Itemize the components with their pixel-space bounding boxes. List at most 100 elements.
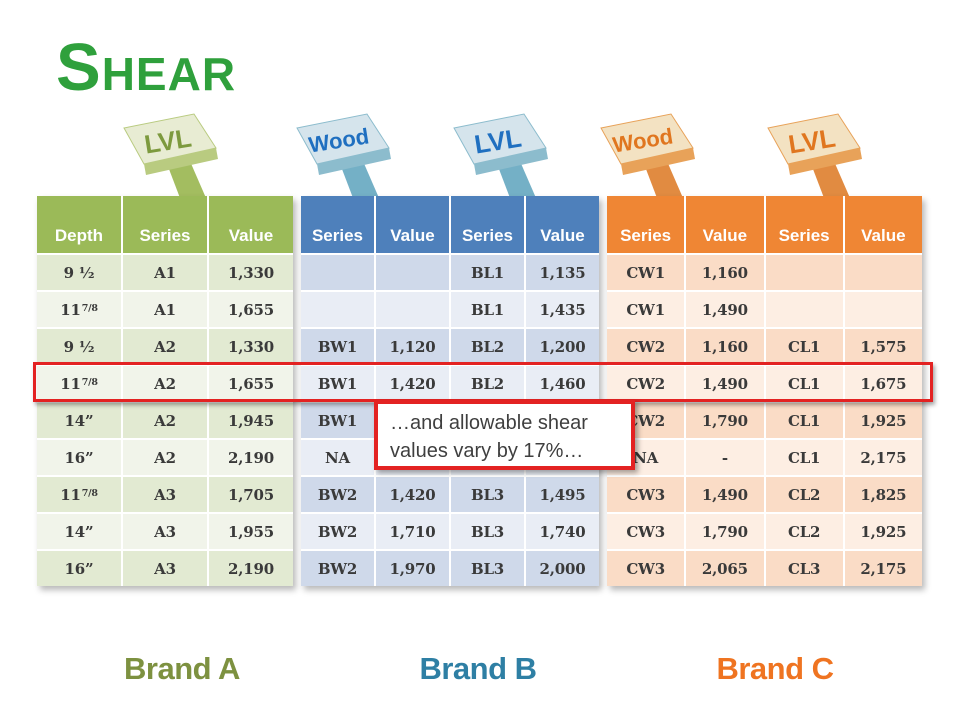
cell-series: CL2 bbox=[765, 477, 843, 512]
cell-value: 2,190 bbox=[209, 551, 293, 586]
col-header-series: Series bbox=[607, 196, 685, 253]
col-header-series: Series bbox=[451, 196, 524, 253]
cell-value: 1,330 bbox=[209, 329, 293, 364]
joist-image-wood-blue: Wood bbox=[291, 110, 401, 198]
cell-series: A3 bbox=[123, 514, 207, 549]
cell-series: CL1 bbox=[765, 403, 843, 438]
cell-value: 2,065 bbox=[686, 551, 764, 586]
cell-series: BL2 bbox=[451, 329, 524, 364]
ijoist-icon: LVL bbox=[767, 113, 862, 198]
callout-box: …and allowable shear values vary by 17%… bbox=[374, 400, 635, 470]
col-header-value: Value bbox=[526, 196, 599, 253]
brand-b-label: Brand B bbox=[419, 651, 537, 686]
cell-series: CL2 bbox=[765, 514, 843, 549]
ijoist-icon: Wood bbox=[600, 113, 695, 198]
cell-value: 1,790 bbox=[686, 403, 764, 438]
joist-image-lvl-blue: LVL bbox=[448, 110, 558, 198]
cell-depth: 11 7/8 bbox=[37, 366, 121, 401]
depth-main: 9 ½ bbox=[63, 263, 95, 282]
cell-value: 1,970 bbox=[376, 551, 449, 586]
cell-value: 1,825 bbox=[844, 477, 922, 512]
brand-a-label: Brand A bbox=[124, 651, 240, 686]
cell-value: 2,175 bbox=[844, 440, 922, 475]
cell-series: A1 bbox=[123, 292, 207, 327]
cell-value: 1,420 bbox=[376, 366, 449, 401]
cell-value: 1,490 bbox=[686, 366, 764, 401]
col-header-value: Value bbox=[844, 196, 922, 253]
ijoist-icon: LVL bbox=[453, 113, 548, 198]
callout-text-line2: values vary by 17%… bbox=[390, 440, 584, 462]
depth-main: 14” bbox=[64, 411, 94, 430]
cell-series: A3 bbox=[123, 477, 207, 512]
cell-value: 1,490 bbox=[686, 292, 764, 327]
cell-value: 1,945 bbox=[209, 403, 293, 438]
cell-series: BW1 bbox=[301, 403, 374, 438]
cell-value: 1,925 bbox=[844, 514, 922, 549]
joist-label: LVL bbox=[142, 122, 193, 159]
cell-value bbox=[376, 292, 449, 327]
cell-value: 1,435 bbox=[526, 292, 599, 327]
cell-depth: 14” bbox=[37, 403, 121, 438]
cell-value: 1,710 bbox=[376, 514, 449, 549]
cell-series bbox=[765, 292, 843, 327]
cell-series: A2 bbox=[123, 366, 207, 401]
cell-value: 1,655 bbox=[209, 366, 293, 401]
depth-main: 9 ½ bbox=[63, 337, 95, 356]
cell-value: 1,490 bbox=[686, 477, 764, 512]
cell-value: 1,790 bbox=[686, 514, 764, 549]
joist-label: LVL bbox=[786, 122, 837, 159]
cell-series: CL1 bbox=[765, 440, 843, 475]
cell-value: 1,675 bbox=[844, 366, 922, 401]
cell-value: 1,460 bbox=[526, 366, 599, 401]
table-brand-c: Series Value Series Value CW1 1,160 CW1 1,4… bbox=[607, 196, 922, 586]
cell-series: CW1 bbox=[607, 255, 685, 290]
cell-series: CW2 bbox=[607, 366, 685, 401]
cell-series: BL2 bbox=[451, 366, 524, 401]
cell-value: - bbox=[686, 440, 764, 475]
cell-depth: 16” bbox=[37, 440, 121, 475]
cell-value: 2,190 bbox=[209, 440, 293, 475]
cell-value: 1,655 bbox=[209, 292, 293, 327]
ijoist-icon: LVL bbox=[123, 113, 218, 198]
callout-text-line1: …and allowable shear bbox=[390, 412, 588, 434]
cell-series: BL3 bbox=[451, 477, 524, 512]
cell-depth: 9 ½ bbox=[37, 329, 121, 364]
cell-series: A3 bbox=[123, 551, 207, 586]
cell-series: A1 bbox=[123, 255, 207, 290]
col-header-series: Series bbox=[123, 196, 207, 253]
cell-series: CW3 bbox=[607, 477, 685, 512]
depth-main: 16” bbox=[64, 559, 94, 578]
cell-series: BL3 bbox=[451, 551, 524, 586]
cell-series bbox=[765, 255, 843, 290]
cell-value: 1,925 bbox=[844, 403, 922, 438]
depth-main: 11 bbox=[60, 374, 81, 393]
brand-c-label: Brand C bbox=[716, 651, 834, 686]
cell-series: BL3 bbox=[451, 514, 524, 549]
cell-value: 1,495 bbox=[526, 477, 599, 512]
joist-image-lvl-green: LVL bbox=[118, 110, 228, 198]
cell-series: CW3 bbox=[607, 514, 685, 549]
cell-value: 1,330 bbox=[209, 255, 293, 290]
cell-depth: 14” bbox=[37, 514, 121, 549]
cell-depth: 11 7/8 bbox=[37, 477, 121, 512]
col-header-value: Value bbox=[686, 196, 764, 253]
cell-series bbox=[301, 255, 374, 290]
cell-value: 1,575 bbox=[844, 329, 922, 364]
depth-main: 11 bbox=[60, 300, 81, 319]
cell-value: 2,175 bbox=[844, 551, 922, 586]
depth-main: 11 bbox=[60, 485, 81, 504]
cell-series: BW2 bbox=[301, 514, 374, 549]
cell-series: A2 bbox=[123, 403, 207, 438]
cell-value bbox=[376, 255, 449, 290]
depth-main: 14” bbox=[64, 522, 94, 541]
ijoist-icon: Wood bbox=[296, 113, 391, 198]
cell-series: CW2 bbox=[607, 329, 685, 364]
joist-label: LVL bbox=[472, 122, 523, 159]
cell-depth: 9 ½ bbox=[37, 255, 121, 290]
cell-series: BL1 bbox=[451, 292, 524, 327]
cell-depth: 11 7/8 bbox=[37, 292, 121, 327]
cell-series: BL1 bbox=[451, 255, 524, 290]
cell-value: 1,705 bbox=[209, 477, 293, 512]
cell-series bbox=[301, 292, 374, 327]
